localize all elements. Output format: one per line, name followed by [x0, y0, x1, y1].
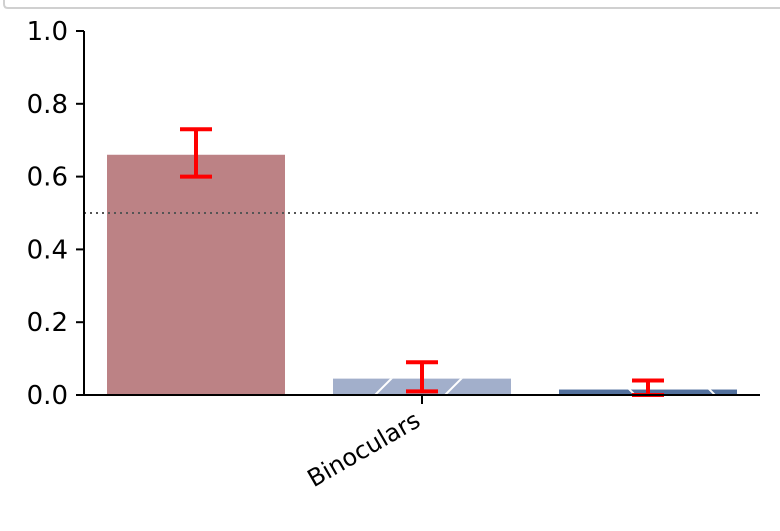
y-tick-label: 0.8	[27, 90, 68, 120]
y-tick-label: 1.0	[27, 17, 68, 47]
bars-layer	[107, 154, 737, 395]
x-ticks-layer: Binoculars	[303, 395, 425, 493]
error-bar-series-2	[406, 360, 438, 394]
y-tick-label: 0.6	[27, 163, 68, 193]
y-tick-label: 0.4	[27, 235, 68, 265]
bar-series-1	[107, 154, 285, 395]
x-category-label: Binoculars	[303, 406, 425, 493]
y-tick-label: 0.2	[27, 308, 68, 338]
y-tick-label: 0.0	[27, 381, 68, 411]
top-cropped-frame	[3, 0, 780, 9]
error-bar-series-1	[180, 127, 212, 179]
y-ticks-layer: 0.0 0.2 0.4 0.6 0.8 1.0	[27, 17, 84, 411]
